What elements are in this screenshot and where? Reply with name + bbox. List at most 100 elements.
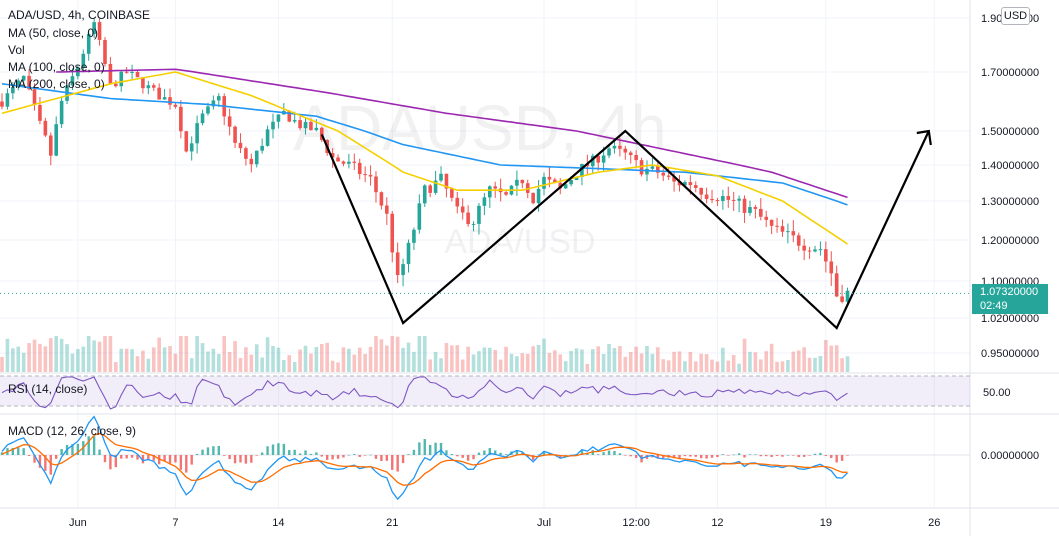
ma100-legend[interactable]: MA (100, close, 0) [8, 60, 105, 74]
candle-body [563, 184, 568, 189]
macd-histogram-bar [353, 454, 356, 455]
volume-bar [43, 346, 48, 372]
candle-body [726, 196, 731, 200]
macd-histogram-bar [11, 447, 15, 455]
candle-body [450, 188, 454, 198]
candle-body [628, 152, 633, 156]
candle-body [347, 161, 351, 164]
rsi-legend[interactable]: RSI (14, close) [8, 382, 88, 396]
macd-histogram-bar [92, 436, 96, 455]
candle-body [439, 173, 443, 181]
volume-bar [352, 354, 357, 372]
volume-bar [298, 349, 302, 372]
pattern-line [320, 129, 930, 330]
macd-histogram-bar [488, 447, 491, 455]
macd-legend[interactable]: MACD (12, 26, close, 9) [8, 424, 137, 438]
volume-bar [471, 354, 476, 372]
last-price-value: 1.07320000 [980, 286, 1039, 298]
macd-histogram-bar [472, 455, 475, 460]
candle-body [103, 39, 107, 64]
candle-body [43, 120, 48, 136]
candle-body [553, 179, 557, 183]
macd-histogram-bar [450, 453, 454, 455]
candle-body [612, 145, 617, 149]
candle-body [466, 212, 470, 225]
volume-bar [531, 346, 535, 372]
time-tick-label: Jul [537, 517, 551, 529]
macd-histogram-bar [33, 455, 36, 463]
volume-bar [683, 361, 687, 372]
candle-body [460, 206, 465, 213]
volume-legend[interactable]: Vol [8, 43, 25, 57]
volume-bar [379, 339, 384, 372]
volume-bar [309, 353, 313, 372]
currency-button[interactable]: USD [1001, 7, 1030, 25]
candle-body [276, 114, 281, 122]
volume-bar [168, 346, 172, 372]
macd-histogram-bar [727, 455, 730, 456]
candle-body [363, 174, 367, 176]
last-price-tag: 1.07320000 02:49 [972, 284, 1048, 314]
rsi-level-label: 50.00 [983, 387, 1011, 399]
macd-histogram-bar [380, 455, 383, 461]
macd-histogram-bar [483, 450, 486, 455]
volume-bar [590, 349, 595, 372]
candle-body [287, 110, 292, 122]
volume-bar [244, 347, 248, 372]
volume-bar [417, 336, 422, 372]
candle-body [715, 200, 720, 202]
candle-body [590, 155, 595, 167]
volume-bar [395, 336, 400, 372]
candle-body [195, 123, 199, 144]
volume-bar [108, 336, 113, 372]
volume-bar [558, 354, 563, 372]
candle-body [688, 182, 693, 186]
candle-body [206, 106, 210, 114]
macd-histogram-bar [130, 455, 134, 458]
macd-histogram-bar [494, 450, 497, 455]
ma200-legend[interactable]: MA (200, close, 0) [8, 77, 105, 91]
macd-histogram-bar [168, 455, 172, 464]
volume-bar [574, 348, 579, 372]
macd-histogram-bar [125, 455, 128, 459]
candle-body [114, 83, 118, 87]
macd-histogram-bar [163, 455, 166, 462]
candle-body [189, 143, 194, 152]
volume-bar [422, 336, 427, 372]
macd-histogram-bar [38, 455, 42, 468]
volume-bar [233, 341, 237, 372]
candle-body [162, 97, 167, 100]
volume-bar [97, 341, 102, 372]
macd-histogram-bar [765, 455, 768, 457]
candle-body [731, 199, 736, 201]
volume-bar [759, 359, 763, 372]
volume-bar [585, 363, 590, 372]
volume-bar [206, 351, 210, 372]
ma50-legend[interactable]: MA (50, close, 0) [8, 26, 99, 40]
volume-bar [38, 343, 42, 372]
candle-body [558, 182, 563, 189]
macd-histogram-bar [846, 455, 849, 456]
candle-body [672, 176, 676, 182]
volume-bar [688, 351, 693, 372]
candle-body [742, 198, 747, 213]
candle-body [493, 186, 498, 189]
volume-bar [179, 336, 183, 372]
macd-histogram-bar [678, 455, 681, 459]
candle-body [656, 166, 660, 173]
candle-body [829, 261, 834, 274]
macd-histogram-bar [559, 455, 562, 458]
candle-body [764, 216, 769, 220]
volume-bar [341, 347, 346, 372]
candle-body [818, 249, 823, 251]
macd-histogram-bar [326, 455, 329, 460]
volume-bar [287, 355, 292, 372]
volume-bar [141, 350, 145, 372]
macd-histogram-bar [201, 449, 204, 455]
volume-bar [829, 345, 834, 372]
candle-body [146, 85, 151, 89]
candle-body [515, 179, 519, 186]
candle-body [390, 213, 395, 253]
